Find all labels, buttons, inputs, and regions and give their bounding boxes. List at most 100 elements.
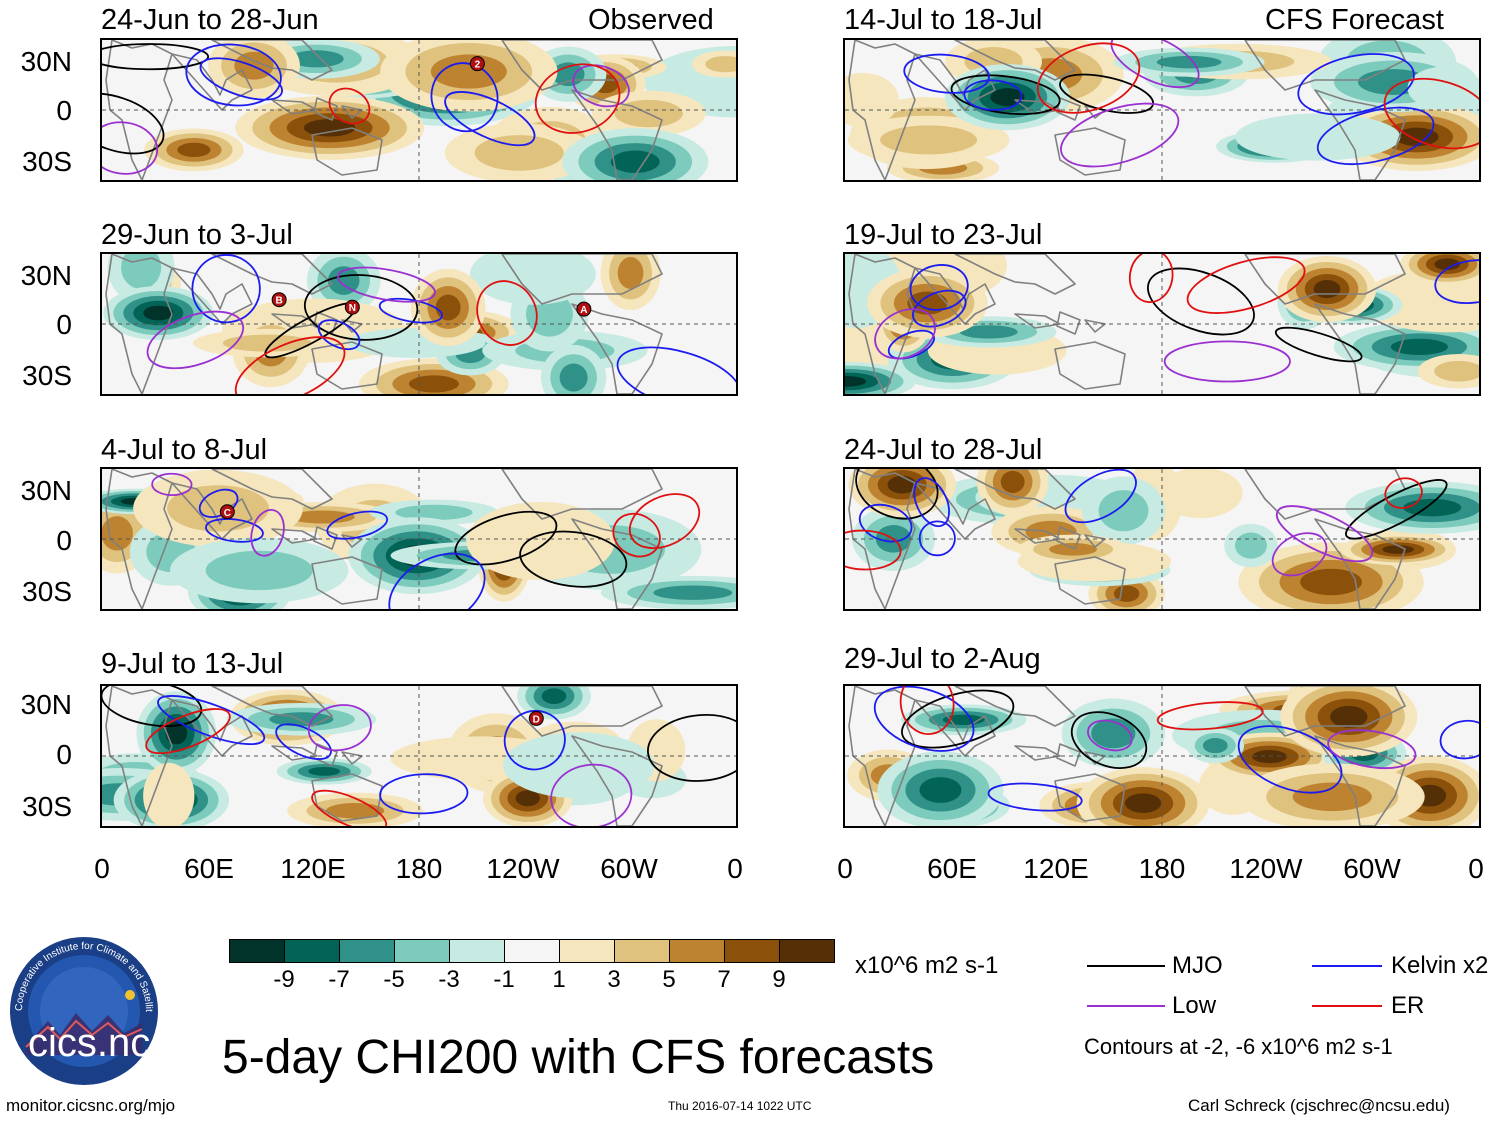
er-contour bbox=[1384, 477, 1423, 509]
colorbar-tick: -7 bbox=[328, 966, 350, 993]
positive-anomaly-blob bbox=[845, 72, 899, 128]
mjo-contour bbox=[855, 469, 939, 520]
kelvin-contour bbox=[913, 477, 950, 528]
negative-anomaly-blob bbox=[1156, 55, 1222, 69]
kelvin-contour bbox=[909, 264, 969, 311]
colorbar-swatch bbox=[560, 940, 615, 962]
panel-6-title: 19-Jul to 23-Jul bbox=[844, 219, 1043, 251]
storm-marker-label: D bbox=[533, 714, 540, 725]
lon-label-120w: 120W bbox=[1229, 853, 1303, 884]
low-contour bbox=[1327, 729, 1417, 770]
er-contour bbox=[845, 529, 902, 571]
lon-label-60e: 60E bbox=[927, 853, 977, 884]
contours-note: Contours at -2, -6 x10^6 m2 s-1 bbox=[1084, 1034, 1393, 1059]
panel-8-title: 29-Jul to 2-Aug bbox=[844, 643, 1041, 675]
lat-label-30s: 30S bbox=[22, 360, 72, 391]
kelvin-contour bbox=[1064, 469, 1137, 524]
kelvin-contour bbox=[903, 53, 990, 94]
negative-anomaly-blob bbox=[990, 88, 1025, 107]
low-contour bbox=[307, 704, 372, 752]
kelvin-contour bbox=[912, 289, 967, 328]
low-contour bbox=[1087, 719, 1133, 752]
lat-label-30s: 30S bbox=[22, 791, 72, 822]
negative-anomaly-blob bbox=[919, 777, 962, 803]
positive-anomaly-blob bbox=[430, 54, 507, 89]
negative-anomaly-blob bbox=[653, 585, 733, 600]
coastline bbox=[1054, 556, 1126, 605]
coastline bbox=[1244, 469, 1406, 520]
negative-anomaly-blob bbox=[308, 766, 341, 776]
kelvin-contour bbox=[326, 510, 389, 540]
kelvin-contour bbox=[191, 254, 261, 324]
kelvin-contour bbox=[378, 297, 443, 324]
negative-anomaly-blob bbox=[121, 254, 162, 289]
lat-label-30n: 30N bbox=[20, 689, 72, 720]
main-title: 5-day CHI200 with CFS forecasts bbox=[222, 1031, 935, 1084]
colorbar-tick: -3 bbox=[438, 966, 460, 993]
positive-anomaly-blob bbox=[617, 257, 644, 289]
er-contour bbox=[1383, 77, 1479, 150]
lat-label-eq: 0 bbox=[56, 525, 72, 556]
colorbar-tick: 7 bbox=[717, 966, 731, 993]
coastline bbox=[571, 518, 663, 609]
mjo-contour bbox=[901, 689, 1015, 749]
colorbar-tick: -9 bbox=[273, 966, 295, 993]
coastline bbox=[914, 267, 996, 325]
map-panel-8 bbox=[843, 684, 1481, 828]
storm-marker bbox=[528, 710, 544, 726]
coastline bbox=[311, 341, 383, 390]
colorbar-swatch bbox=[505, 940, 560, 962]
negative-anomaly-blob bbox=[502, 732, 655, 799]
colorbar-tick: 1 bbox=[552, 966, 566, 993]
lon-label-0: 0 bbox=[94, 853, 110, 884]
coastline bbox=[171, 267, 253, 325]
kelvin-contour bbox=[987, 782, 1083, 812]
footer-url[interactable]: monitor.cicsnc.org/mjo bbox=[6, 1096, 176, 1115]
low-contour bbox=[874, 308, 936, 360]
lon-label-120e: 120E bbox=[280, 853, 346, 884]
map-panel-6 bbox=[843, 252, 1481, 396]
low-contour bbox=[1271, 532, 1328, 577]
lat-label-30n: 30N bbox=[20, 46, 72, 77]
map-canvas: D bbox=[102, 686, 736, 826]
positive-anomaly-blob bbox=[1382, 545, 1414, 554]
kelvin-contour bbox=[1297, 53, 1415, 116]
positive-anomaly-blob bbox=[880, 125, 978, 155]
storm-marker bbox=[344, 299, 360, 315]
coastline bbox=[211, 686, 333, 727]
positive-anomaly-blob bbox=[1313, 280, 1341, 299]
colorbar-tick: 3 bbox=[607, 966, 621, 993]
coastline bbox=[1014, 311, 1106, 335]
coastline bbox=[501, 469, 663, 520]
er-contour bbox=[1128, 254, 1174, 304]
positive-anomaly-blob bbox=[1434, 258, 1461, 271]
coastline bbox=[914, 699, 996, 757]
er-contour bbox=[328, 87, 371, 125]
map-canvas bbox=[845, 469, 1479, 609]
positive-anomaly-blob bbox=[1330, 705, 1368, 728]
lat-label-30n: 30N bbox=[20, 260, 72, 291]
coastline bbox=[1054, 773, 1126, 822]
coastline bbox=[1014, 526, 1106, 550]
footer-author: Carl Schreck (cjschrec@ncsu.edu) bbox=[1188, 1096, 1450, 1115]
negative-anomaly-blob bbox=[1407, 66, 1479, 110]
positive-anomaly-blob bbox=[1252, 750, 1288, 764]
colorbar-swatch bbox=[450, 940, 505, 962]
positive-anomaly-blob bbox=[1292, 782, 1372, 812]
coastline bbox=[1054, 127, 1126, 176]
er-contour bbox=[899, 686, 955, 735]
kelvin-contour bbox=[1237, 725, 1343, 794]
colorbar-swatch bbox=[670, 940, 725, 962]
er-contour bbox=[145, 708, 231, 755]
kelvin-contour bbox=[873, 686, 975, 752]
storm-marker-label: A bbox=[580, 305, 587, 316]
lon-label-120w: 120W bbox=[486, 853, 560, 884]
negative-anomaly-blob bbox=[1390, 338, 1448, 356]
negative-anomaly-blob bbox=[470, 254, 596, 305]
colorbar-tick: -5 bbox=[383, 966, 405, 993]
kelvin-contour bbox=[1439, 719, 1479, 760]
negative-anomaly-blob bbox=[395, 504, 473, 521]
mjo-contour bbox=[519, 530, 628, 588]
logo-text: cics.nc bbox=[28, 1021, 151, 1065]
lat-label-eq: 0 bbox=[56, 95, 72, 126]
